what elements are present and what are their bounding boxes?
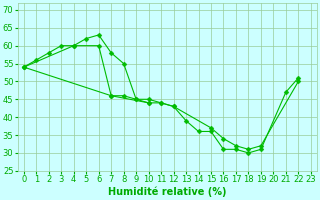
X-axis label: Humidité relative (%): Humidité relative (%) xyxy=(108,187,227,197)
